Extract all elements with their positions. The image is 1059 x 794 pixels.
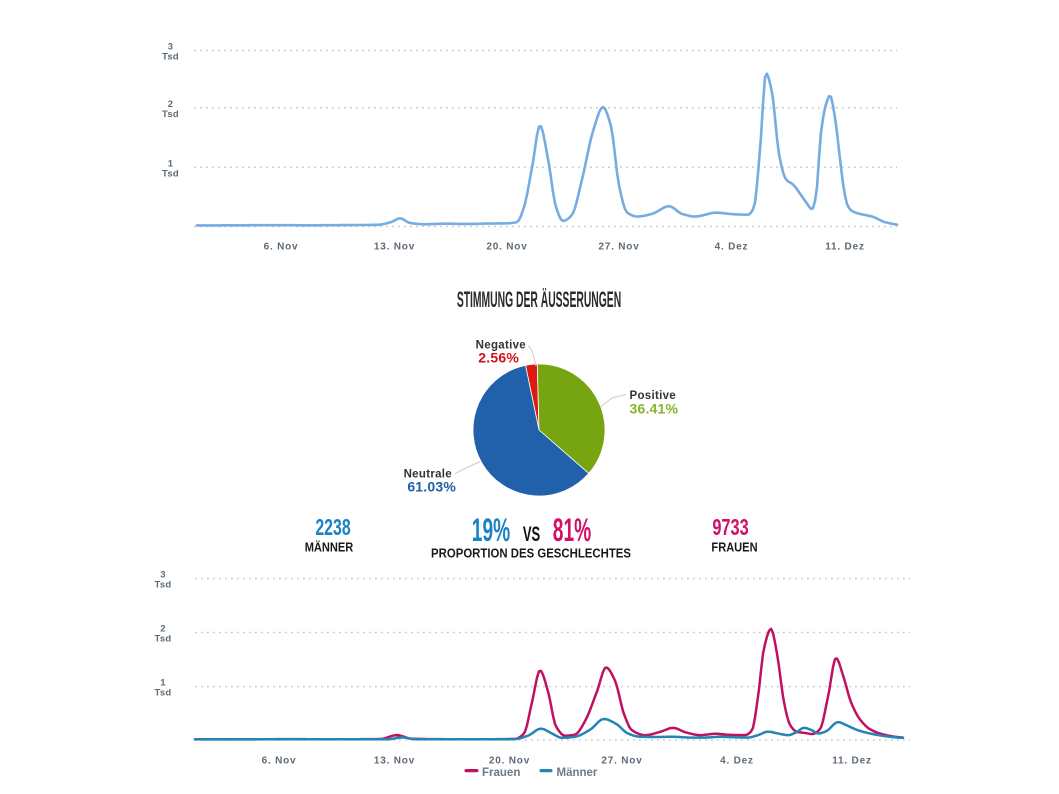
svg-text:4. Dez: 4. Dez	[715, 242, 749, 253]
svg-text:3: 3	[168, 42, 174, 53]
svg-text:Positive: Positive	[630, 390, 677, 402]
svg-text:Frauen: Frauen	[482, 767, 520, 779]
svg-text:Tsd: Tsd	[154, 634, 171, 645]
svg-text:PROPORTION DES GESCHLECHTES: PROPORTION DES GESCHLECHTES	[431, 546, 631, 561]
svg-text:20. Nov: 20. Nov	[489, 756, 530, 767]
svg-text:27. Nov: 27. Nov	[601, 756, 642, 767]
svg-text:MÄNNER: MÄNNER	[305, 538, 354, 554]
svg-text:61.03%: 61.03%	[407, 479, 456, 495]
svg-text:27. Nov: 27. Nov	[598, 242, 639, 253]
svg-text:FRAUEN: FRAUEN	[711, 539, 757, 554]
svg-text:20. Nov: 20. Nov	[486, 242, 527, 253]
svg-text:6. Nov: 6. Nov	[262, 756, 297, 767]
svg-text:Tsd: Tsd	[154, 580, 171, 591]
svg-text:VS: VS	[523, 522, 540, 546]
svg-text:11. Dez: 11. Dez	[832, 756, 872, 767]
svg-text:Männer: Männer	[557, 767, 598, 779]
svg-text:2.56%: 2.56%	[478, 350, 519, 366]
svg-text:13. Nov: 13. Nov	[374, 756, 415, 767]
svg-text:Negative: Negative	[476, 339, 526, 351]
svg-text:3: 3	[160, 570, 166, 581]
svg-text:4. Dez: 4. Dez	[720, 756, 754, 767]
svg-text:9733: 9733	[712, 515, 748, 540]
svg-text:STIMMUNG DER ÄUSSERUNGEN: STIMMUNG DER ÄUSSERUNGEN	[457, 286, 621, 312]
svg-text:2238: 2238	[315, 515, 350, 541]
svg-text:19%: 19%	[472, 512, 510, 548]
svg-text:36.41%: 36.41%	[630, 401, 679, 417]
svg-text:11. Dez: 11. Dez	[825, 242, 865, 253]
svg-text:1: 1	[168, 158, 174, 169]
svg-text:6. Nov: 6. Nov	[264, 242, 299, 253]
svg-text:2: 2	[160, 624, 166, 635]
svg-text:13. Nov: 13. Nov	[374, 242, 415, 253]
svg-text:Tsd: Tsd	[162, 109, 179, 120]
svg-text:1: 1	[160, 678, 166, 689]
svg-text:2: 2	[168, 99, 174, 110]
svg-text:Tsd: Tsd	[162, 168, 179, 179]
svg-text:81%: 81%	[553, 512, 591, 548]
svg-text:Neutrale: Neutrale	[404, 469, 452, 481]
svg-text:Tsd: Tsd	[154, 688, 171, 699]
svg-text:Tsd: Tsd	[162, 52, 179, 63]
